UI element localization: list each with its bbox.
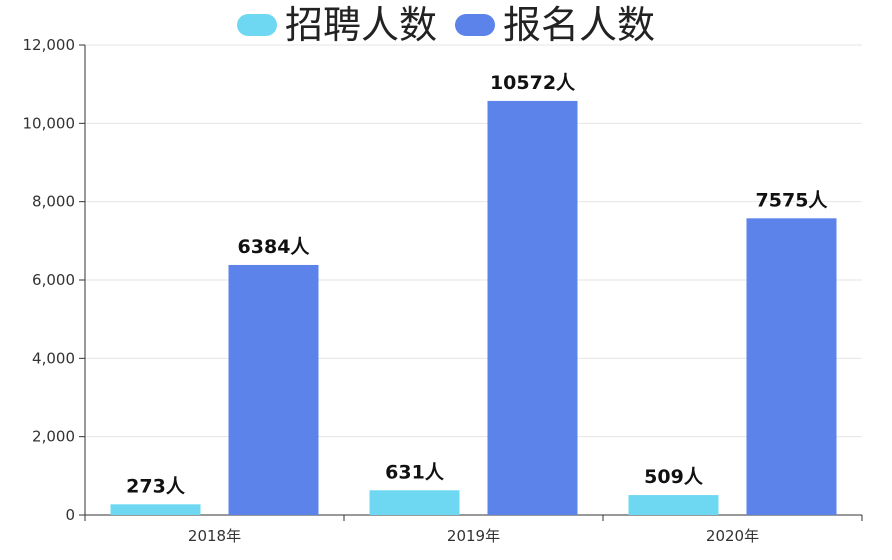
x-tick-label: 2020年 [706, 527, 759, 545]
bar-applicants [746, 218, 837, 515]
data-label-recruit: 509人 [644, 466, 704, 488]
legend-item-recruit[interactable]: 招聘人数 [236, 2, 437, 48]
data-label-recruit: 631人 [385, 461, 445, 483]
bar-recruit [628, 495, 719, 515]
y-tick-label: 4,000 [32, 349, 75, 367]
bar-recruit [369, 490, 460, 515]
bar-applicants [228, 264, 319, 515]
data-label-applicants: 7575人 [756, 189, 829, 211]
y-tick-label: 8,000 [32, 193, 75, 211]
legend: 招聘人数 报名人数 [0, 2, 892, 48]
y-tick-label: 2,000 [32, 428, 75, 446]
legend-label-applicants: 报名人数 [503, 3, 656, 47]
legend-label-recruit: 招聘人数 [284, 3, 437, 47]
x-tick-label: 2019年 [447, 527, 500, 545]
y-tick-label: 12,000 [23, 36, 76, 54]
legend-swatch-recruit [236, 14, 277, 36]
data-label-applicants: 10572人 [490, 72, 576, 94]
bar-applicants [487, 100, 578, 516]
x-tick-label: 2018年 [188, 527, 241, 545]
legend-swatch-applicants [455, 14, 495, 36]
legend-item-applicants[interactable]: 报名人数 [455, 2, 655, 48]
bar-recruit [110, 504, 201, 515]
y-tick-label: 6,000 [32, 271, 75, 289]
data-label-recruit: 273人 [126, 475, 186, 497]
data-label-applicants: 6384人 [238, 236, 311, 258]
y-tick-label: 10,000 [23, 114, 76, 132]
y-tick-label: 0 [65, 506, 75, 524]
